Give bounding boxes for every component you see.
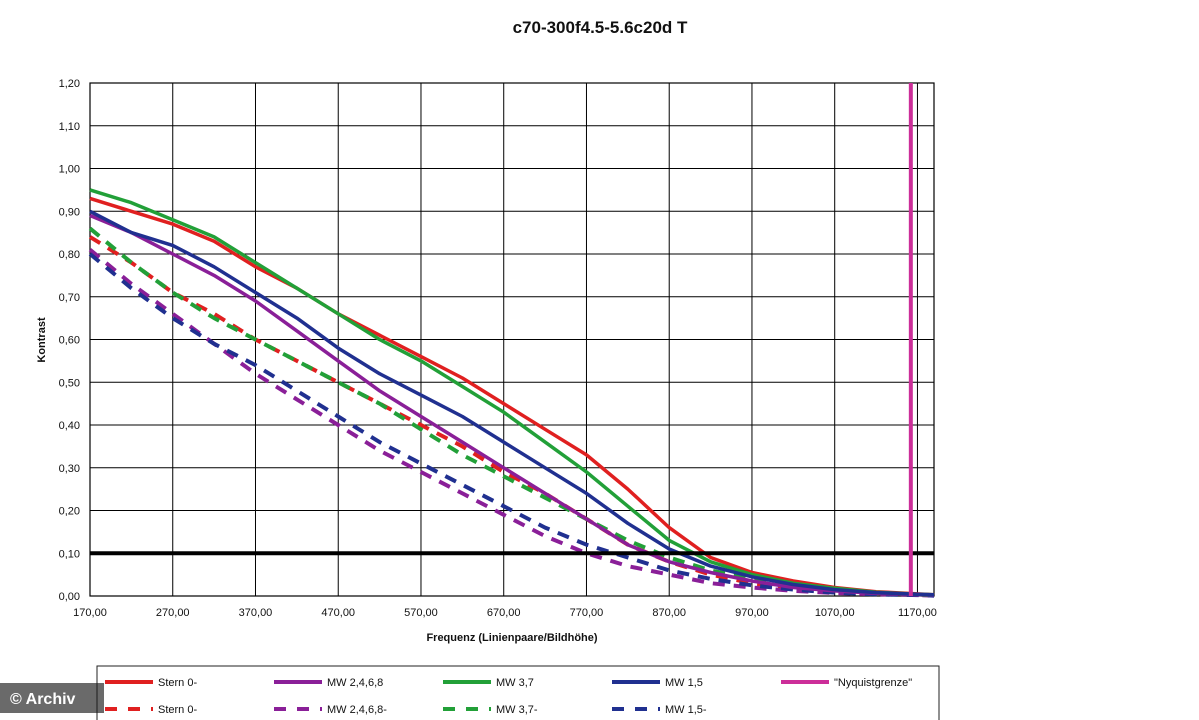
series-line-mw-3-7-dashed — [88, 226, 935, 598]
y-tick-label: 0,50 — [59, 377, 80, 389]
legend-label: MW 3,7- — [496, 704, 538, 716]
y-tick-label: 0,60 — [59, 335, 80, 347]
legend-frame — [96, 665, 940, 720]
x-tick-label: 1070,00 — [815, 607, 855, 619]
watermark-text: © Archiv — [10, 691, 76, 708]
y-tick-label: 1,20 — [59, 78, 80, 90]
x-axis-title: Frequenz (Linienpaare/Bildhöhe) — [426, 632, 597, 644]
series-line-stern-0- — [89, 196, 935, 597]
y-tick-label: 0,20 — [59, 506, 80, 518]
y-tick-label: 0,70 — [59, 292, 80, 304]
x-tick-label: 1170,00 — [898, 607, 937, 619]
series-line-mw-2-4-6-8 — [89, 213, 935, 597]
x-tick-label: 870,00 — [652, 607, 686, 619]
x-tick-label: 170,00 — [73, 607, 107, 619]
y-tick-label: 0,40 — [59, 420, 80, 432]
legend-label: Stern 0- — [158, 677, 197, 689]
x-tick-label: 670,00 — [487, 607, 521, 619]
watermark: © Archiv — [0, 683, 104, 713]
plot-frame — [89, 82, 935, 597]
legend-label: MW 3,7 — [496, 677, 534, 689]
y-axis-title: Kontrast — [36, 317, 48, 363]
legend-label: MW 2,4,6,8- — [327, 704, 387, 716]
y-tick-label: 0,00 — [59, 591, 80, 603]
y-tick-label: 0,30 — [59, 463, 80, 475]
x-tick-label: 270,00 — [156, 607, 190, 619]
legend-label: MW 2,4,6,8 — [327, 677, 383, 689]
x-tick-label: 370,00 — [239, 607, 273, 619]
legend-label: Stern 0- — [158, 704, 197, 716]
legend-label: "Nyquistgrenze" — [834, 677, 912, 689]
series-lines — [88, 188, 935, 598]
y-tick-label: 0,10 — [59, 548, 80, 560]
x-tick-label: 570,00 — [404, 607, 438, 619]
series-line-mw-2-4-6-8-dashed — [88, 248, 935, 598]
x-tick-label: 970,00 — [735, 607, 769, 619]
legend: Stern 0- MW 2,4,6,8 MW 3,7 MW 1,5 "Nyquistgr… — [96, 665, 940, 720]
y-tick-label: 0,90 — [59, 206, 80, 218]
x-tick-label: 470,00 — [321, 607, 355, 619]
series-line-mw-1-5 — [89, 209, 935, 597]
y-tick-label: 1,00 — [59, 164, 80, 176]
grid — [89, 82, 935, 597]
x-tick-label: 770,00 — [570, 607, 604, 619]
reference-lines — [90, 83, 934, 596]
series-line-mw-3-7 — [89, 188, 935, 597]
legend-label: MW 1,5 — [665, 677, 703, 689]
y-tick-label: 0,80 — [59, 249, 80, 261]
chart-title: c70-300f4.5-5.6c20d T — [513, 18, 688, 37]
y-tick-label: 1,10 — [59, 121, 80, 133]
series-line-mw-1-5-dashed — [88, 252, 935, 598]
legend-label: MW 1,5- — [665, 704, 707, 716]
series-line-stern-0-dashed — [88, 235, 935, 598]
x-tick-labels: 170,00 270,00 370,00 470,00 570,00 670,00 770,… — [73, 607, 937, 619]
y-tick-labels: 0,00 0,10 0,20 0,30 0,40 0,50 0,60 0,70 0,80 0,90… — [59, 78, 80, 603]
